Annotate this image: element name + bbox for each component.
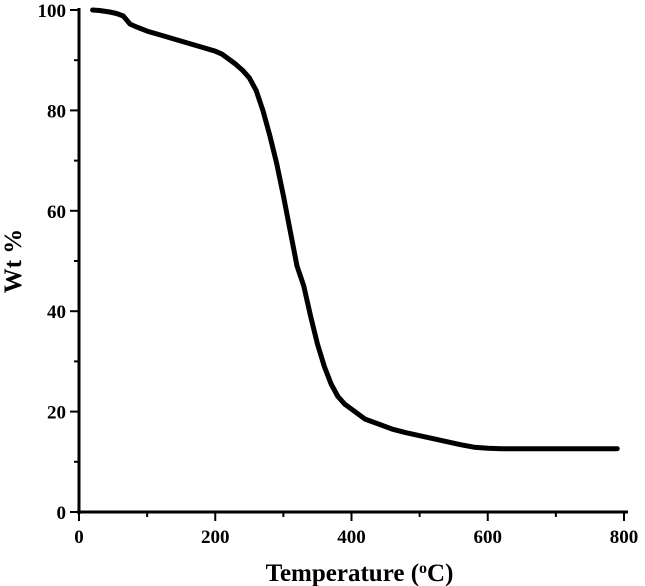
y-tick-label: 100 [38,1,67,22]
x-tick-label: 800 [610,527,639,548]
y-axis-label: Wt % [0,229,27,294]
axes [77,8,628,514]
x-tick-label: 0 [74,527,84,548]
x-axis-label: Temperature (oC) [266,560,454,586]
y-tick-label: 80 [47,101,66,122]
x-axis-ticks: 0 200 400 600 800 [74,512,638,548]
x-tick-label: 200 [201,527,230,548]
y-axis-ticks: 0 20 40 60 80 100 [38,1,79,524]
y-tick-label: 20 [47,403,66,424]
y-tick-label: 0 [57,503,67,524]
series-line-wt-percent [90,7,620,452]
x-tick-label: 600 [474,527,503,548]
y-tick-label: 60 [47,202,66,223]
y-tick-label: 40 [47,302,66,323]
x-tick-label: 400 [337,527,366,548]
